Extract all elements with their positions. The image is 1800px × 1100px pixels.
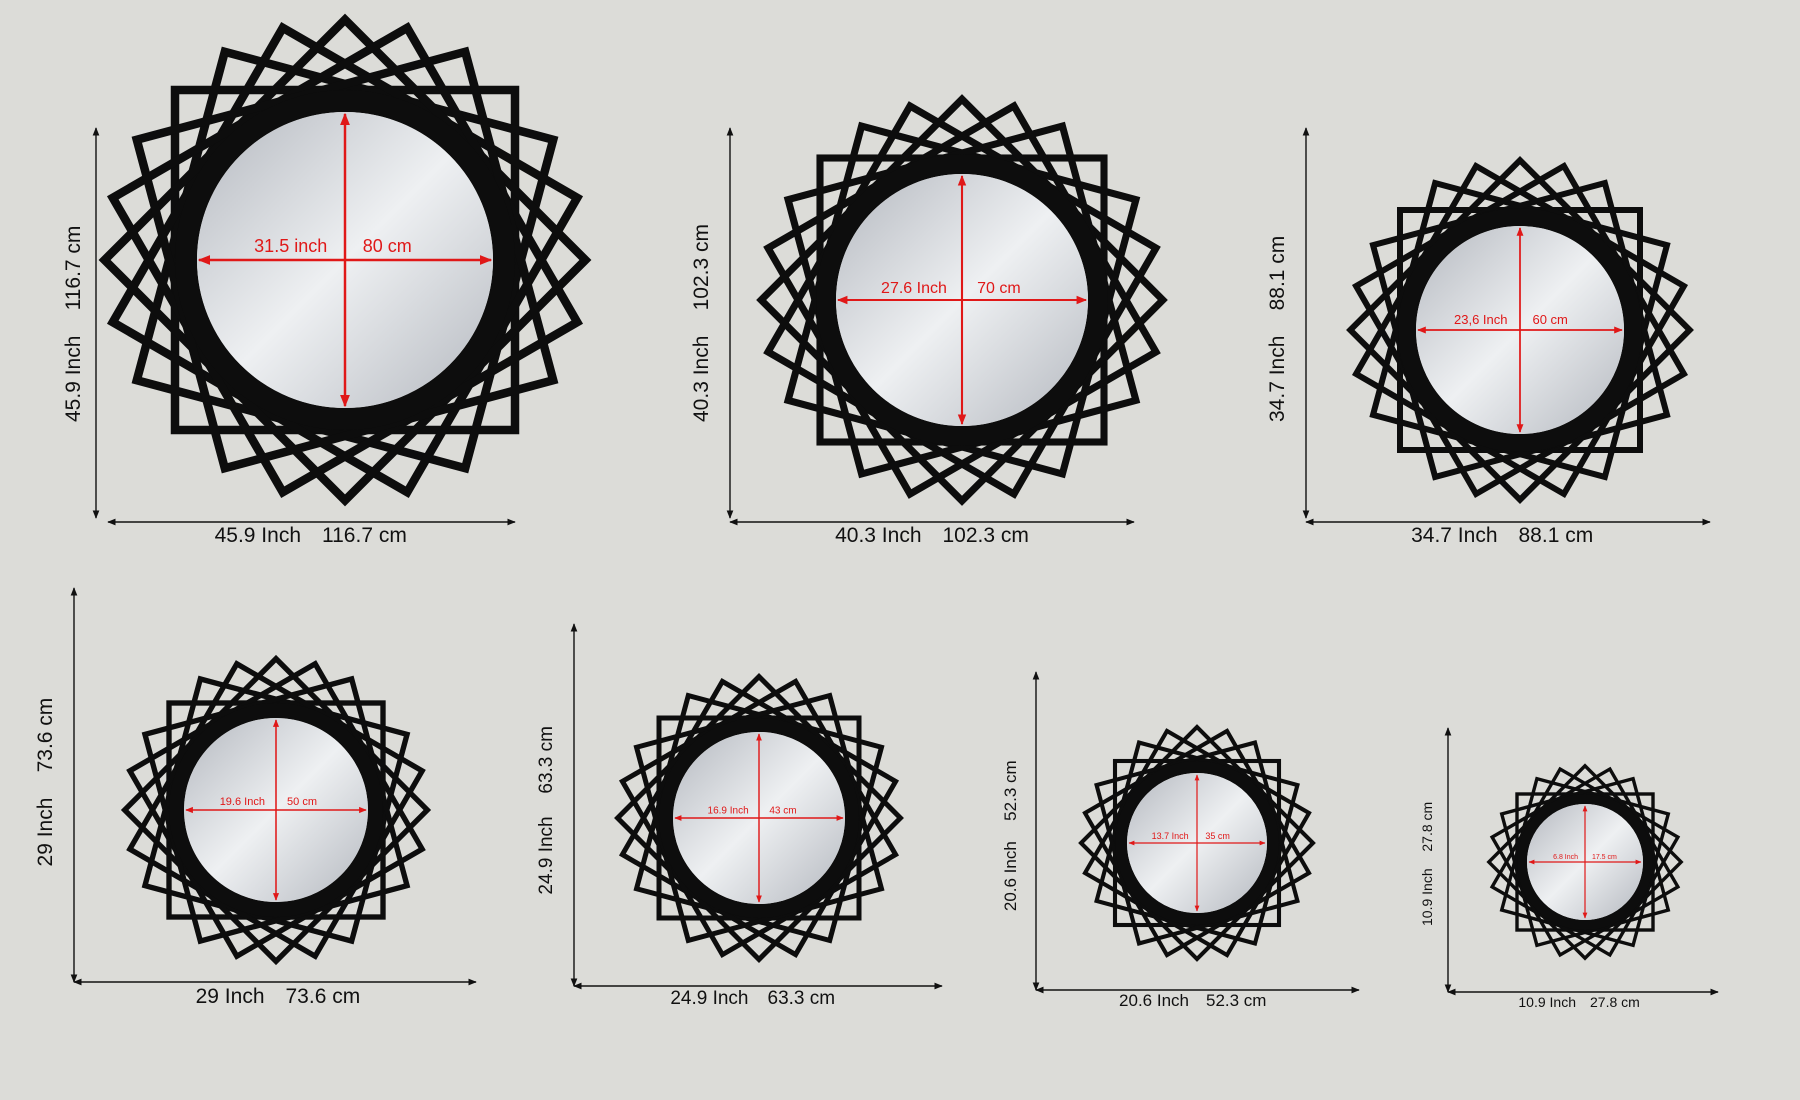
glass-cm-label: 17.5 cm — [1592, 854, 1617, 861]
mirror-3: 23,6 Inch 60 cm 34.7 Inch 88.1 cm 34.7 Inch 8… — [1266, 127, 1711, 547]
height-labels: 40.3 Inch 102.3 cm — [690, 224, 713, 422]
height-inch-label: 40.3 Inch — [690, 336, 713, 422]
frame-ring — [1115, 761, 1279, 925]
width-cm-label: 116.7 cm — [322, 524, 407, 547]
glass-inch-label: 23,6 Inch — [1454, 312, 1508, 327]
frame-ring — [169, 703, 383, 917]
height-labels: 29 Inch 73.6 cm — [34, 698, 57, 867]
frame-ring — [175, 90, 515, 430]
height-labels: 20.6 Inch 52.3 cm — [1001, 760, 1020, 911]
frame-square — [1094, 740, 1300, 946]
width-cm-label: 73.6 cm — [286, 985, 361, 1008]
height-inch-label: 45.9 Inch — [62, 336, 85, 422]
height-cm-label: 52.3 cm — [1001, 760, 1020, 820]
width-cm-label: 27.8 cm — [1590, 994, 1640, 1010]
glass-inch-label: 6.8 Inch — [1553, 854, 1578, 861]
glass-cm-label: 80 cm — [363, 236, 412, 256]
glass-cm-label: 70 cm — [977, 280, 1021, 297]
height-cm-label: 102.3 cm — [690, 224, 713, 310]
glass-inch-label: 13.7 Inch — [1152, 831, 1189, 841]
height-labels: 45.9 Inch 116.7 cm — [62, 226, 85, 422]
height-inch-label: 20.6 Inch — [1001, 841, 1020, 911]
height-labels: 34.7 Inch 88.1 cm — [1266, 236, 1289, 422]
height-cm-label: 73.6 cm — [34, 698, 57, 773]
width-inch-label: 20.6 Inch — [1119, 991, 1189, 1010]
frame-square — [633, 692, 885, 944]
width-cm-label: 63.3 cm — [768, 988, 836, 1009]
frame-ring — [1398, 208, 1642, 452]
glass-inch-label: 16.9 Inch — [708, 806, 749, 817]
height-cm-label: 88.1 cm — [1266, 236, 1289, 311]
frame-square — [1094, 740, 1300, 946]
frame-ring — [816, 154, 1108, 446]
width-cm-label: 52.3 cm — [1206, 991, 1266, 1010]
glass-cm-label: 35 cm — [1205, 831, 1230, 841]
glass-cm-label: 43 cm — [769, 806, 796, 817]
mirror-5: 16.9 Inch 43 cm 24.9 Inch 63.3 cm 24.9 Inch 6… — [536, 623, 943, 1009]
mirror-4: 19.6 Inch 50 cm 29 Inch 73.6 cm 29 Inch 73.6 … — [34, 587, 477, 1008]
width-cm-label: 88.1 cm — [1519, 524, 1594, 547]
width-cm-label: 102.3 cm — [943, 524, 1029, 547]
frame-square — [1499, 776, 1671, 948]
height-cm-label: 116.7 cm — [62, 226, 85, 311]
glass-inch-label: 19.6 Inch — [220, 796, 265, 808]
width-inch-label: 29 Inch — [196, 985, 265, 1008]
width-inch-label: 24.9 Inch — [670, 988, 748, 1009]
frame-ring — [659, 718, 859, 918]
height-labels: 24.9 Inch 63.3 cm — [536, 726, 557, 895]
glass-inch-label: 27.6 Inch — [881, 280, 947, 297]
height-cm-label: 63.3 cm — [536, 726, 557, 794]
height-cm-label: 27.8 cm — [1419, 802, 1435, 852]
width-inch-label: 10.9 Inch — [1518, 994, 1576, 1010]
height-inch-label: 10.9 Inch — [1419, 868, 1435, 926]
height-inch-label: 24.9 Inch — [536, 816, 557, 894]
glass-cm-label: 50 cm — [287, 796, 317, 808]
mirror-6: 13.7 Inch 35 cm 20.6 Inch 52.3 cm 20.6 Inch 5… — [1001, 671, 1360, 1010]
width-inch-label: 45.9 Inch — [215, 524, 301, 547]
frame-square — [98, 13, 592, 507]
glass-cm-label: 60 cm — [1532, 312, 1567, 327]
frame-square — [614, 673, 904, 963]
width-inch-label: 40.3 Inch — [835, 524, 921, 547]
frame-square — [1499, 776, 1671, 948]
height-labels: 10.9 Inch 27.8 cm — [1419, 802, 1435, 926]
frame-square — [633, 692, 885, 944]
width-inch-label: 34.7 Inch — [1411, 524, 1497, 547]
height-inch-label: 29 Inch — [34, 798, 57, 867]
height-inch-label: 34.7 Inch — [1266, 336, 1289, 422]
glass-inch-label: 31.5 inch — [254, 236, 327, 256]
frame-ring — [1517, 794, 1653, 930]
